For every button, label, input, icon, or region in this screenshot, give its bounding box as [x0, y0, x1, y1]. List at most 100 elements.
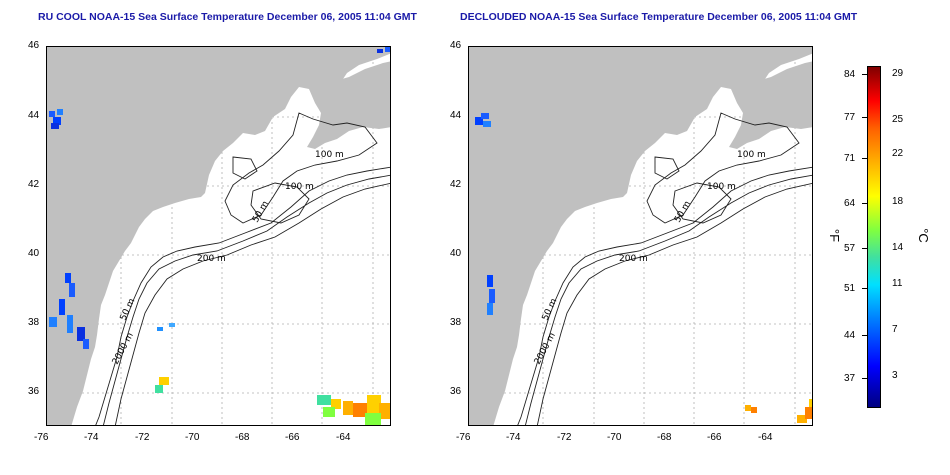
contour-label: 50 m [119, 297, 138, 322]
sst-patch [83, 339, 89, 349]
sst-patches [475, 113, 812, 423]
right-map-title: DECLOUDED NOAA-15 Sea Surface Temperatur… [460, 11, 858, 23]
contour-label: 2000 m [533, 331, 558, 366]
sst-patch [77, 327, 85, 341]
colorbar-tick [862, 248, 867, 249]
contour-label: 50 m [541, 297, 560, 322]
lat-tick-label: 44 [450, 110, 462, 121]
lon-tick-label: -74 [506, 432, 521, 443]
bathymetry-contours [517, 112, 812, 425]
lon-tick-label: -66 [285, 432, 300, 443]
fahrenheit-tick-label: 64 [844, 198, 856, 209]
lon-tick-label: -76 [456, 432, 471, 443]
sst-patch [323, 407, 335, 417]
contour-label: 100 m [707, 182, 736, 192]
celsius-tick-label: 25 [892, 114, 904, 125]
colorbar-tick [862, 117, 867, 118]
lon-tick-label: -68 [657, 432, 672, 443]
colorbar-tick [862, 74, 867, 75]
sst-patch [155, 385, 163, 393]
celsius-tick-label: 14 [892, 242, 904, 253]
sst-patch [57, 109, 63, 115]
left-map-title: RU COOL NOAA-15 Sea Surface Temperature … [38, 11, 417, 23]
celsius-unit-label: °C [915, 228, 931, 243]
sst-patch [805, 407, 812, 419]
lat-tick-label: 40 [28, 248, 40, 259]
sst-patch [365, 413, 381, 425]
sst-patch [69, 283, 75, 297]
sst-patch [489, 289, 495, 303]
lon-tick-label: -66 [707, 432, 722, 443]
fahrenheit-tick-label: 84 [844, 69, 856, 80]
colorbar-tick [862, 288, 867, 289]
lon-tick-label: -70 [607, 432, 622, 443]
celsius-tick-label: 22 [892, 148, 904, 159]
sst-patch [475, 117, 483, 125]
sst-patch [353, 403, 367, 417]
fahrenheit-tick-label: 44 [844, 330, 856, 341]
lon-tick-label: -74 [84, 432, 99, 443]
celsius-tick-label: 7 [892, 324, 898, 335]
sst-patch [483, 121, 491, 127]
lon-tick-label: -68 [235, 432, 250, 443]
sst-patch [317, 395, 331, 405]
sst-patch [385, 47, 390, 52]
sst-patch [65, 273, 71, 283]
contour-label: 100 m [285, 182, 314, 192]
celsius-tick-label: 11 [892, 278, 903, 289]
lat-tick-label: 46 [450, 40, 462, 51]
sst-patch [809, 399, 812, 407]
lon-tick-label: -72 [557, 432, 572, 443]
lat-tick-label: 38 [28, 317, 40, 328]
lat-tick-label: 36 [28, 386, 40, 397]
sst-patch [487, 303, 493, 315]
lat-tick-label: 38 [450, 317, 462, 328]
contour-label: 100 m [315, 150, 344, 160]
sst-patch [59, 299, 65, 315]
contour-label: 200 m [619, 254, 648, 264]
left-map-canvas: 100 m 100 m 50 m 200 m 50 m 2000 m [47, 47, 390, 425]
lat-tick-label: 42 [450, 179, 462, 190]
sst-patch [379, 403, 390, 419]
sst-patch [343, 401, 353, 415]
sst-patch [49, 317, 57, 327]
sst-patch [751, 407, 757, 413]
colorbar-tick [862, 378, 867, 379]
colorbar-tick [862, 335, 867, 336]
lon-tick-label: -64 [336, 432, 351, 443]
sst-patch [157, 327, 163, 331]
sst-patch [797, 415, 807, 423]
sst-patch [481, 113, 489, 119]
temperature-colorbar [867, 66, 881, 408]
fahrenheit-unit-label: °F [827, 228, 843, 243]
contour-label: 100 m [737, 150, 766, 160]
right-map-canvas: 100 m 100 m 50 m 200 m 50 m 2000 m [469, 47, 812, 425]
nova-scotia [307, 61, 390, 149]
lat-tick-label: 44 [28, 110, 40, 121]
bathymetry-contours [95, 112, 390, 425]
lon-tick-label: -70 [185, 432, 200, 443]
celsius-tick-label: 3 [892, 370, 898, 381]
fahrenheit-tick-label: 37 [844, 373, 856, 384]
land-mass [469, 47, 812, 425]
contour-label: 2000 m [111, 331, 136, 366]
right-sst-map: 100 m 100 m 50 m 200 m 50 m 2000 m [468, 46, 813, 426]
sst-patch [53, 117, 61, 125]
celsius-tick-label: 29 [892, 68, 904, 79]
sst-patch [49, 111, 55, 117]
sst-patch [51, 123, 59, 129]
colorbar-tick [862, 203, 867, 204]
lon-tick-label: -72 [135, 432, 150, 443]
lon-tick-label: -64 [758, 432, 773, 443]
sst-patch [487, 275, 493, 287]
fahrenheit-tick-label: 57 [844, 243, 856, 254]
land-mass [47, 47, 390, 425]
nova-scotia [729, 61, 812, 149]
celsius-tick-label: 18 [892, 196, 904, 207]
sst-patch [745, 405, 751, 411]
contour-label: 200 m [197, 254, 226, 264]
lat-tick-label: 46 [28, 40, 40, 51]
sst-patch [159, 377, 169, 385]
left-sst-map: 100 m 100 m 50 m 200 m 50 m 2000 m [46, 46, 391, 426]
sst-patch [377, 49, 383, 53]
